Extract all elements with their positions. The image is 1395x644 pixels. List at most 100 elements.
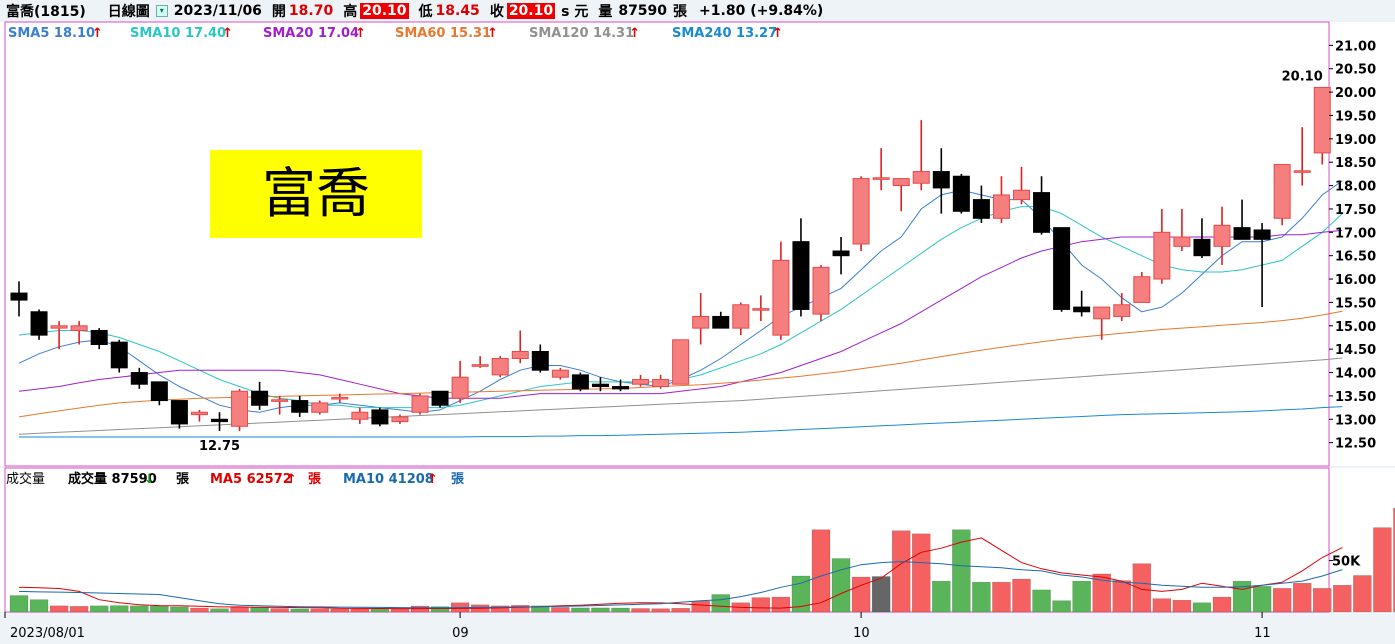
candle-body (551, 369, 569, 378)
candle (371, 407, 389, 427)
candle (732, 302, 750, 336)
candle-body (1093, 306, 1111, 320)
volume-bar (811, 529, 831, 613)
volume-bar (932, 580, 951, 613)
candle-body (291, 400, 309, 413)
candle-body (1053, 227, 1071, 310)
period-dropdown-icon[interactable]: ▾ (155, 5, 168, 17)
volume-bar (69, 606, 89, 613)
up-arrow-icon: ↑ (286, 472, 297, 487)
candle (632, 374, 650, 387)
volume-bar (1333, 585, 1352, 613)
volume-bar (89, 605, 109, 613)
date-axis: 2023/08/01 09 10 11 (4, 612, 1271, 641)
candle (812, 265, 830, 322)
up-arrow-icon: ↑ (487, 26, 498, 41)
volume-bar (611, 607, 630, 613)
price-axis: 21.00 20.50 20.00 19.50 19.00 18.50 18.00 17.50… (1329, 39, 1376, 452)
volume-bar (851, 576, 871, 613)
up-arrow-icon: ↑ (772, 26, 783, 41)
candle (30, 309, 48, 340)
candle (90, 328, 108, 350)
down-arrow-icon: ↓ (144, 472, 155, 487)
volume-bar (912, 533, 931, 613)
volume-bar (671, 608, 690, 613)
volume-bar (130, 605, 149, 613)
candle-body (451, 376, 469, 399)
candle-body (110, 341, 128, 369)
candle-body (231, 390, 249, 427)
volume-bar (651, 608, 670, 613)
candle-body (251, 390, 269, 406)
volume-bar (871, 576, 891, 613)
candle (471, 356, 489, 368)
candle (170, 400, 188, 429)
price-tick-label: 13.00 (1335, 413, 1376, 428)
candle (672, 339, 690, 385)
volume-bar (992, 581, 1011, 613)
candle (211, 412, 228, 431)
candle (652, 374, 670, 389)
candle (972, 185, 990, 223)
candle-body (10, 292, 28, 301)
candle-body (571, 374, 589, 390)
candle-body (351, 411, 369, 420)
volume-bar (9, 595, 29, 613)
volume-legend: 成交量 成交量 87590↓ 張 MA5 62572↑ 張 MA10 41208↑ 張 (6, 471, 465, 487)
volume-bar (1292, 582, 1312, 613)
volume-bar (691, 600, 710, 613)
low-price: 18.45 (435, 3, 480, 19)
sma-legend-item: SMA10 17.40 (130, 26, 226, 41)
volume-bar (1232, 580, 1252, 613)
candle (1233, 199, 1251, 240)
candle (10, 281, 28, 317)
volume-bar (571, 607, 590, 613)
sma-legend-item: SMA240 13.27 (672, 26, 777, 41)
volume-bar (1092, 573, 1111, 613)
volume-bar (49, 605, 69, 613)
candle (511, 330, 529, 364)
volume-axis: 50K (1329, 555, 1361, 570)
stock-title-box: 富喬 (210, 150, 422, 238)
candle-body (271, 399, 289, 402)
price-tick-label: 13.50 (1335, 390, 1376, 405)
candle (491, 356, 509, 378)
volume-bar (1393, 507, 1395, 613)
volume-bar (551, 607, 570, 613)
candle (992, 176, 1010, 223)
candle-body (1233, 227, 1251, 240)
volume-bar (290, 608, 309, 613)
volume-bar (1112, 580, 1131, 613)
sma-legend-item: SMA60 15.31 (395, 26, 491, 41)
candle-body (331, 396, 349, 400)
candle (351, 407, 369, 424)
candle-body (772, 259, 790, 336)
volume-bar (1192, 602, 1212, 613)
volume-bar (972, 581, 991, 613)
candle-body (1313, 86, 1331, 154)
candle (872, 148, 890, 191)
candle (190, 409, 208, 422)
price-tick-label: 20.50 (1335, 63, 1376, 78)
candle (1173, 208, 1191, 252)
price-tick-label: 19.00 (1335, 133, 1376, 148)
volume-legend-item: MA5 62572 (210, 472, 292, 487)
candle (1253, 222, 1271, 308)
volume-bar (190, 607, 209, 613)
candle (1213, 206, 1231, 266)
price-annotation: 12.75 (199, 439, 240, 454)
volume-bar (1272, 588, 1292, 613)
candles (10, 86, 1331, 431)
candle (712, 311, 730, 329)
volume-bar (310, 608, 329, 613)
candle (692, 293, 710, 345)
price-tick-label: 14.50 (1335, 343, 1376, 358)
candle (1073, 290, 1091, 317)
volume-bar (891, 530, 911, 613)
candle (1313, 86, 1331, 165)
candle-body (1113, 304, 1131, 317)
volume-bar (751, 597, 771, 613)
candle-body (1213, 224, 1231, 247)
date-tick-label: 10 (853, 626, 870, 641)
candle-body (1253, 229, 1271, 240)
